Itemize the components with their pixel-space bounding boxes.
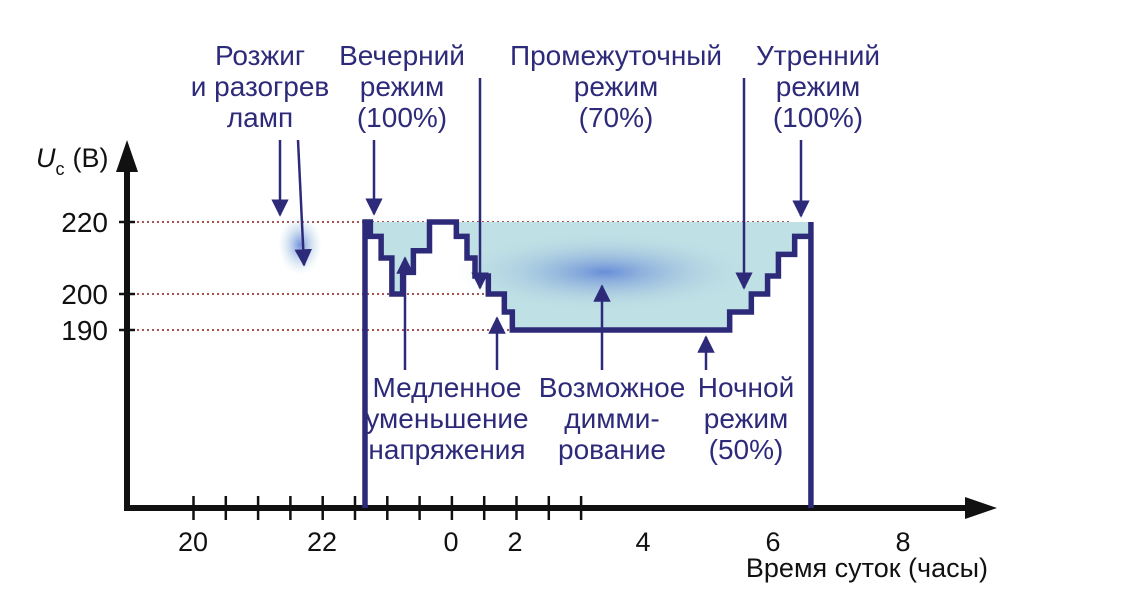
annotation-line: Розжиг [215,40,305,71]
annotation-label: Розжиг и разогрев ламп [191,40,330,133]
y-axis-unit: (В) [73,143,109,173]
voltage-area-fill [278,215,811,330]
annotation-line: Возможное [539,372,686,403]
reference-gridlines [132,221,790,331]
annotation-line: уменьшение [365,403,528,434]
y-tick-label: 220 [61,207,108,238]
annotation-line: и разогрев [191,71,330,102]
annotation-line: Промежуточный [510,40,722,71]
y-tick-label: 200 [61,279,108,310]
annotation-line: димми- [564,403,659,434]
annotation-line: (70%) [579,102,654,133]
x-tick-label: 4 [635,527,650,557]
annotation-line: Медленное [373,372,522,403]
x-axis-ticks: 20 22 0 2 4 6 8 [178,496,911,557]
annotation-line: Ночной [698,372,794,403]
annotation-label: Утренний режим (100%) [756,40,880,133]
annotation-line: (50%) [709,434,784,465]
y-axis-subscript: c [56,159,65,179]
dimming-glow [455,232,755,312]
annotation-label: Возможное димми-рование [539,372,686,465]
y-tick-label: 190 [61,315,108,346]
annotation-arrow [294,139,312,267]
x-tick-label: 20 [178,527,208,557]
annotation-line: Утренний [756,40,880,71]
y-axis-arrow-icon [116,140,138,172]
y-axis-ticks: 220 200 190 [61,207,135,346]
annotation-line: режим [776,71,860,102]
x-tick-label: 22 [307,527,337,557]
y-axis-title: Uc (В) [36,143,109,179]
annotation-line: (100%) [357,102,447,133]
annotation-line: Вечерний [339,40,465,71]
annotation-line: режим [574,71,658,102]
x-axis-arrow-icon [965,497,997,519]
annotation-line: рование [558,434,666,465]
x-tick-label: 8 [895,527,910,557]
warmup-glow [278,215,322,275]
annotation-label: Вечерний режим (100%) [339,40,465,133]
annotation-line: режим [704,403,788,434]
y-axis-symbol: U [36,143,56,173]
x-axis-title: Время суток (часы) [746,553,988,583]
x-tick-label: 0 [443,527,458,557]
annotation-line: напряжения [368,434,525,465]
annotation-line: (100%) [773,102,863,133]
annotation-label: Медленное уменьшение напряжения [365,372,528,465]
annotation-label: Промежуточный режим (70%) [510,40,722,133]
annotation-line: режим [360,71,444,102]
annotation-line: ламп [227,102,293,133]
annotation-label: Ночной режим (50%) [698,372,794,465]
x-tick-label: 2 [507,527,522,557]
x-tick-label: 6 [765,527,780,557]
annotation-arrows [271,78,810,370]
